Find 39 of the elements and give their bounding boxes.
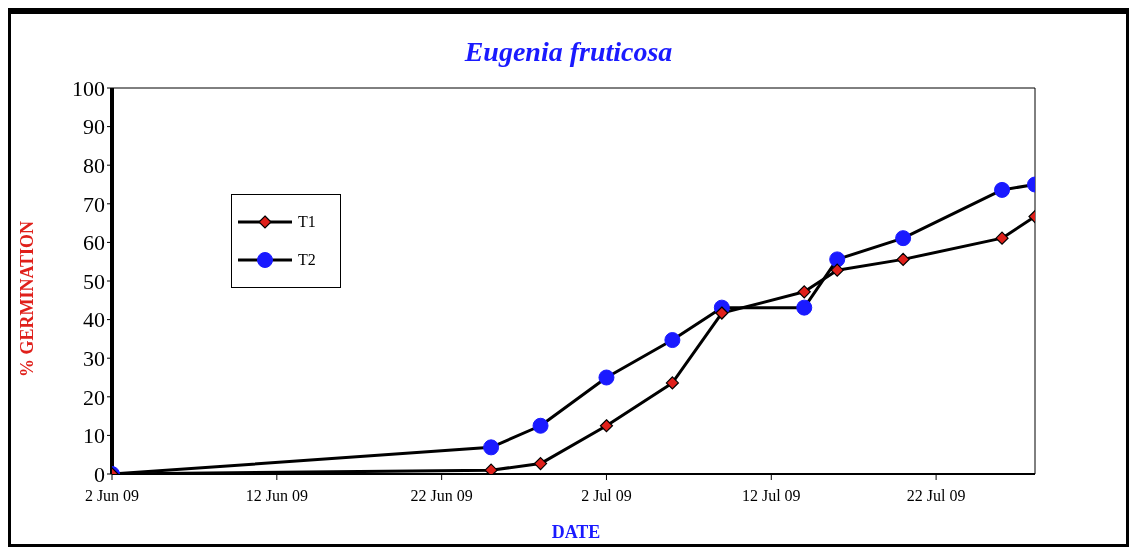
y-tick-label: 30 (83, 346, 105, 372)
y-tick-label: 60 (83, 230, 105, 256)
y-tick-label: 40 (83, 307, 105, 333)
point (484, 463, 498, 474)
point (664, 332, 681, 349)
x-tick-label: 12 Jul 09 (741, 487, 801, 505)
point (665, 376, 679, 390)
point (599, 419, 614, 433)
point (533, 456, 548, 471)
point (896, 252, 910, 266)
x-tick-label: 22 Jun 09 (410, 487, 473, 505)
point (796, 299, 813, 316)
x-tick-label: 2 Jul 09 (581, 487, 632, 505)
legend-label: T2 (298, 251, 316, 269)
y-tick-label: 90 (83, 114, 105, 140)
point (994, 181, 1011, 198)
y-tick-label: 0 (94, 461, 105, 487)
x-tick-label: 2 Jun 09 (84, 487, 140, 505)
y-tick-label: 70 (83, 191, 105, 217)
legend-label: T1 (298, 213, 316, 231)
x-tick-label: 22 Jul 09 (906, 487, 966, 505)
y-tick-label: 50 (83, 268, 105, 294)
point (829, 251, 846, 268)
point (895, 230, 912, 247)
y-tick-label: 20 (83, 384, 105, 410)
point (797, 285, 811, 299)
y-tick-label: 100 (72, 75, 105, 101)
y-axis-title: % GERMINATION (16, 220, 38, 378)
chart-title: Eugenia fruticosa (463, 36, 674, 68)
point (995, 231, 1009, 245)
x-axis-title: DATE (550, 522, 602, 543)
point (598, 369, 615, 386)
point (483, 439, 500, 456)
x-tick-label: 12 Jun 09 (245, 487, 308, 505)
y-tick-label: 80 (83, 153, 105, 179)
y-tick-label: 10 (83, 423, 105, 449)
point (532, 417, 549, 434)
point (715, 306, 729, 320)
point (830, 263, 844, 277)
